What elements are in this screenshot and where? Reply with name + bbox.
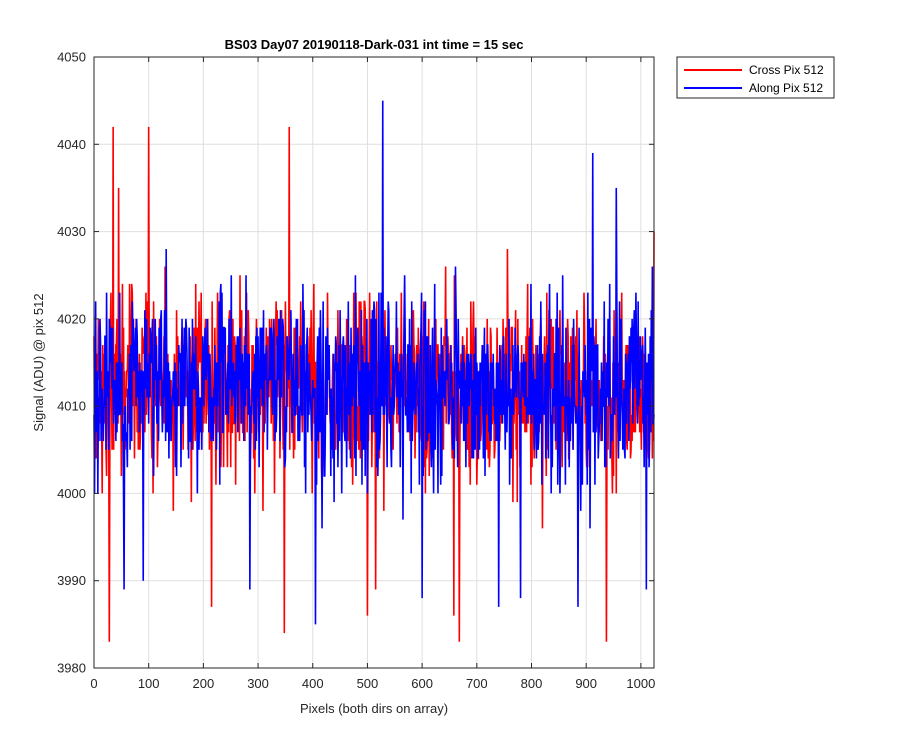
legend-label-along: Along Pix 512 <box>749 81 823 95</box>
y-tick-label: 4050 <box>57 50 86 65</box>
x-tick-label: 100 <box>138 676 160 691</box>
x-tick-label: 300 <box>247 676 269 691</box>
x-tick-label: 1000 <box>626 676 655 691</box>
y-tick-label: 4010 <box>57 399 86 414</box>
series-line-along <box>93 100 655 625</box>
y-tick-label: 4020 <box>57 311 86 326</box>
legend: Cross Pix 512 Along Pix 512 <box>676 56 835 99</box>
x-tick-label: 500 <box>357 676 379 691</box>
x-tick-label: 700 <box>466 676 488 691</box>
axis-ticks: 0 100 200 300 400 500 600 700 800 900 1000 3980 3990… <box>57 50 655 692</box>
x-tick-label: 0 <box>90 676 97 691</box>
x-tick-label: 900 <box>575 676 597 691</box>
series-lines <box>93 100 655 642</box>
y-tick-label: 4040 <box>57 137 86 152</box>
plot-frame <box>93 56 655 669</box>
y-tick-label: 4000 <box>57 486 86 501</box>
x-tick-label: 200 <box>193 676 215 691</box>
y-axis-label: Signal (ADU) @ pix 512 <box>31 293 46 431</box>
chart-title: BS03 Day07 20190118-Dark-031 int time = … <box>225 37 524 52</box>
x-axis-label: Pixels (both dirs on array) <box>300 701 448 716</box>
x-tick-label: 400 <box>302 676 324 691</box>
x-tick-label: 600 <box>411 676 433 691</box>
legend-label-cross: Cross Pix 512 <box>749 63 824 77</box>
legend-box <box>676 56 835 99</box>
y-tick-label: 3980 <box>57 661 86 676</box>
x-tick-label: 800 <box>521 676 543 691</box>
y-tick-label: 4030 <box>57 224 86 239</box>
y-tick-label: 3990 <box>57 573 86 588</box>
